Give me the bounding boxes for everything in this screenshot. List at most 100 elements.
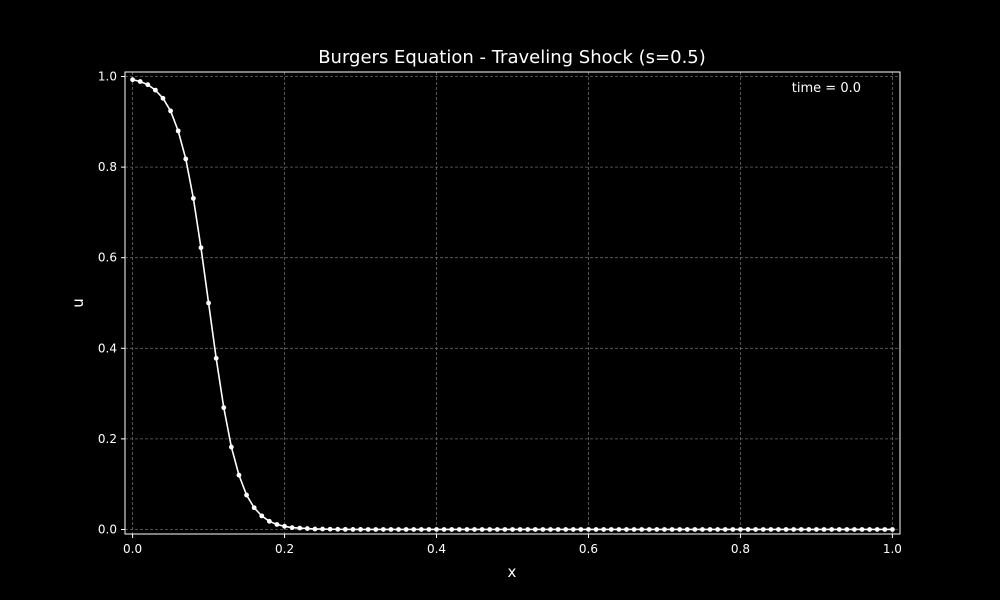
- data-point: [662, 527, 667, 532]
- data-point: [320, 526, 325, 532]
- data-point: [776, 527, 781, 532]
- data-point: [418, 527, 424, 532]
- data-point: [472, 527, 477, 532]
- data-point: [137, 79, 143, 84]
- time-annotation: time = 0.0: [792, 81, 861, 96]
- data-point: [213, 355, 219, 361]
- x-tick-label: 0.4: [427, 542, 446, 556]
- data-point: [221, 405, 227, 411]
- plot-frame: [124, 71, 901, 535]
- data-point: [890, 527, 895, 532]
- data-point: [183, 156, 189, 162]
- data-point: [525, 527, 531, 532]
- data-point: [631, 527, 637, 532]
- y-tick-label: 1.0: [98, 70, 117, 84]
- data-point: [365, 527, 371, 532]
- data-point: [570, 527, 576, 532]
- x-tick-label: 0.8: [731, 542, 750, 556]
- data-point: [312, 526, 318, 532]
- data-point: [722, 527, 728, 532]
- data-point: [160, 95, 166, 101]
- data-point: [859, 527, 865, 532]
- data-point: [487, 527, 493, 532]
- y-axis-label: u: [69, 298, 87, 308]
- data-point: [198, 245, 204, 251]
- data-point: [608, 527, 614, 532]
- data-point: [882, 527, 888, 532]
- data-point: [578, 527, 584, 532]
- data-point: [753, 527, 759, 532]
- data-point: [814, 527, 819, 532]
- series-layer: [130, 77, 895, 532]
- data-point: [350, 527, 356, 532]
- data-point: [175, 128, 181, 134]
- data-point: [715, 527, 721, 532]
- data-point: [700, 527, 705, 532]
- data-point: [502, 527, 508, 532]
- data-point: [289, 525, 295, 531]
- data-point: [228, 444, 234, 450]
- data-point: [692, 527, 698, 532]
- data-point: [593, 527, 599, 532]
- data-point: [358, 527, 363, 532]
- data-point: [760, 527, 766, 532]
- data-point: [563, 527, 569, 532]
- data-point: [654, 527, 660, 532]
- data-point: [327, 526, 333, 532]
- data-point: [624, 527, 629, 532]
- data-point: [426, 527, 432, 532]
- data-point: [152, 87, 158, 93]
- x-tick-label: 1.0: [883, 542, 902, 556]
- data-point: [130, 77, 136, 83]
- data-point: [373, 527, 379, 532]
- x-tick-label: 0.0: [123, 542, 142, 556]
- data-point: [548, 527, 553, 532]
- data-point: [479, 527, 485, 532]
- data-point: [677, 527, 683, 532]
- data-point: [380, 527, 386, 532]
- data-point: [707, 527, 713, 532]
- data-point: [783, 527, 789, 532]
- data-point: [494, 527, 500, 532]
- data-point: [297, 525, 303, 531]
- data-point: [342, 526, 348, 532]
- chart-title: Burgers Equation - Traveling Shock (s=0.…: [318, 47, 706, 68]
- data-point: [844, 527, 850, 532]
- data-point: [464, 527, 470, 532]
- data-point: [821, 527, 827, 532]
- data-point: [768, 527, 774, 532]
- data-point: [449, 527, 455, 532]
- data-point: [532, 527, 538, 532]
- data-point: [836, 527, 842, 532]
- data-point: [540, 527, 546, 532]
- data-point: [403, 527, 409, 532]
- data-point: [555, 527, 561, 532]
- data-point: [867, 527, 873, 532]
- data-point: [738, 527, 743, 532]
- data-point: [304, 526, 310, 531]
- data-point: [798, 527, 804, 532]
- data-point: [244, 492, 249, 498]
- data-point: [274, 522, 280, 527]
- data-point: [236, 472, 242, 478]
- data-point: [335, 526, 341, 532]
- data-point: [791, 527, 797, 532]
- y-tick-label: 0.6: [98, 251, 117, 265]
- y-tick-label: 0.4: [98, 341, 117, 355]
- x-tick-label: 0.2: [275, 542, 294, 556]
- grid: [125, 72, 900, 534]
- data-point: [852, 527, 857, 532]
- data-point: [168, 108, 173, 114]
- y-tick-label: 0.8: [98, 160, 117, 174]
- data-point: [874, 527, 880, 532]
- y-tick-label: 0.0: [98, 522, 117, 536]
- data-point: [396, 527, 401, 532]
- tick-layer: 0.0 0.2 0.4 0.6 0.8 1.0 0.0 0.2 0.4 0.6 0.8 1.0: [98, 70, 902, 556]
- data-point: [669, 527, 675, 532]
- data-point: [684, 527, 690, 532]
- data-point: [639, 527, 645, 532]
- x-axis-label: x: [508, 563, 517, 581]
- data-point: [456, 527, 462, 532]
